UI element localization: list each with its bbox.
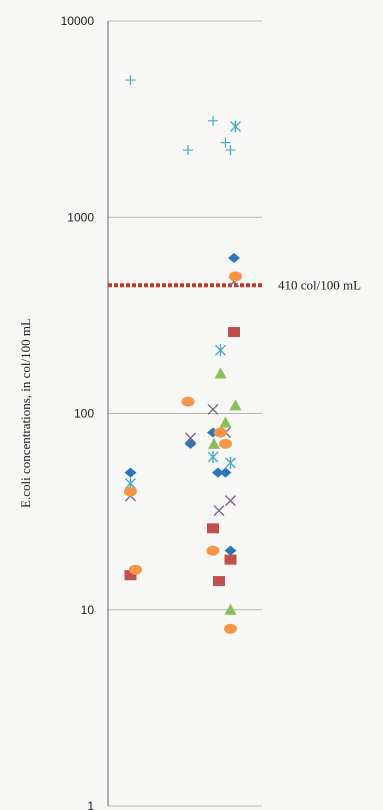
point-diamond xyxy=(228,252,240,263)
point-square xyxy=(224,554,237,565)
point-triangle xyxy=(214,367,227,379)
point-diamond xyxy=(224,545,237,556)
point-asterisk xyxy=(225,456,236,469)
point-circle xyxy=(224,623,237,634)
y-tick-label: 1000 xyxy=(67,210,94,224)
point-plus xyxy=(183,145,193,156)
y-axis-label: E.coli concentrations, in col/100 mL xyxy=(18,318,33,508)
point-circle xyxy=(181,396,195,407)
gridlines xyxy=(108,20,262,807)
point-square xyxy=(228,327,240,338)
point-triangle xyxy=(229,399,242,411)
data-points xyxy=(124,75,242,634)
point-circle xyxy=(206,545,220,556)
point-asterisk xyxy=(207,451,219,464)
point-triangle xyxy=(224,603,237,615)
y-tick-label: 10000 xyxy=(61,14,95,28)
point-circle xyxy=(124,486,137,497)
point-plus xyxy=(208,115,218,126)
point-diamond xyxy=(212,467,224,478)
point-square xyxy=(207,523,219,534)
point-plus xyxy=(225,145,236,156)
point-circle xyxy=(129,564,142,575)
point-diamond xyxy=(184,438,197,449)
point-circle xyxy=(219,438,232,449)
point-asterisk xyxy=(230,120,241,133)
threshold-label: 410 col/100 mL xyxy=(278,277,361,292)
point-circle xyxy=(214,427,227,438)
point-triangle xyxy=(219,416,232,428)
point-plus xyxy=(125,75,136,86)
point-x xyxy=(213,505,225,517)
point-x xyxy=(207,403,219,415)
point-plus xyxy=(220,137,231,148)
y-tick-label: 10 xyxy=(81,603,95,617)
point-square xyxy=(213,576,225,587)
point-diamond xyxy=(124,467,137,478)
y-tick-labels: 1 10 100 1000 10000 xyxy=(61,14,95,810)
point-square xyxy=(124,570,137,581)
point-x xyxy=(185,432,196,444)
point-circle xyxy=(229,271,242,282)
y-tick-label: 100 xyxy=(74,407,94,421)
point-triangle xyxy=(208,437,220,449)
point-x xyxy=(225,495,236,507)
point-asterisk xyxy=(215,344,226,357)
point-diamond xyxy=(219,467,232,478)
y-tick-label: 1 xyxy=(87,799,94,810)
